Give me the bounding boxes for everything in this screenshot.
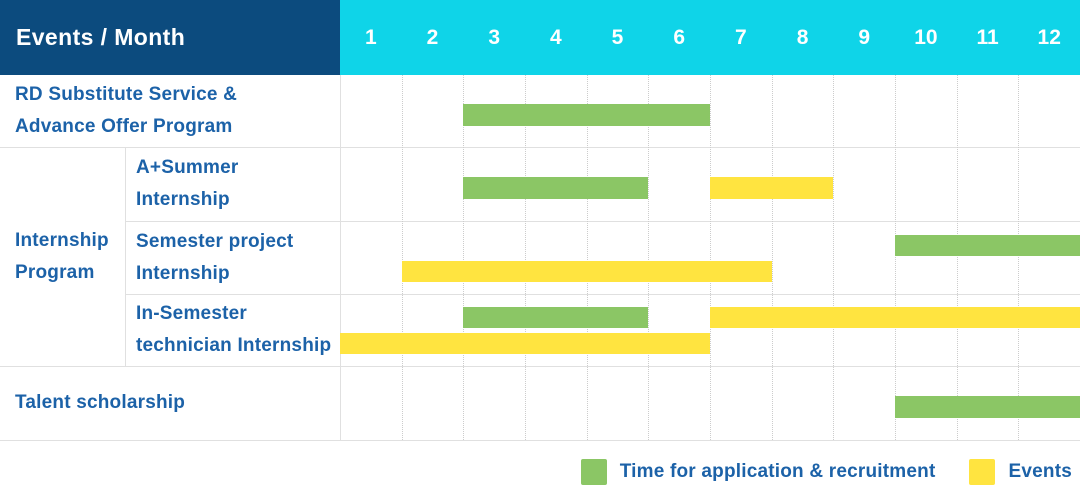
legend-item-application: Time for application & recruitment	[580, 459, 936, 485]
month-label-9: 9	[858, 25, 871, 49]
grid-month-divider	[956, 75, 958, 440]
legend-label-events: Events	[1008, 461, 1072, 482]
grid-month-divider	[833, 75, 835, 440]
grid-column-line	[340, 75, 341, 440]
legend-swatch-events	[969, 459, 996, 485]
legend: Time for application & recruitment Events	[0, 452, 1072, 492]
month-label-5: 5	[611, 25, 624, 49]
month-label-7: 7	[735, 25, 747, 49]
group-label-internship-program: Internship Program	[15, 229, 109, 283]
month-label-1: 1	[364, 25, 377, 49]
month-label-8: 8	[796, 25, 809, 49]
row-label-a-plus-summer: A+Summer Internship	[136, 157, 239, 210]
month-label-4: 4	[550, 25, 562, 49]
grid-month-divider	[463, 75, 465, 440]
grid-row-line	[0, 440, 1080, 441]
grid-month-divider	[586, 75, 588, 440]
legend-item-events: Events	[969, 459, 1072, 485]
grid-month-divider	[525, 75, 526, 440]
gantt-bar-events	[710, 177, 834, 199]
header-events-month: Events / Month	[0, 0, 340, 75]
month-label-6: 6	[673, 25, 686, 49]
month-label-10: 10	[914, 25, 938, 49]
grid-month-divider	[895, 75, 896, 440]
grid-row-line	[125, 221, 1080, 222]
grid-month-divider	[648, 75, 650, 440]
grid-month-divider	[1018, 75, 1020, 440]
gantt-bar-events	[401, 260, 772, 282]
month-label-11: 11	[976, 25, 999, 49]
gantt-bar-events	[340, 333, 710, 354]
month-header-row: 1 2 3 4 5 6 7 8 9 10 11 12	[340, 0, 1080, 75]
row-label-in-semester-technician: In-Semester technician Internship	[136, 303, 332, 356]
grid-row-line	[0, 366, 1080, 367]
gantt-bar-application	[895, 396, 1080, 418]
gantt-bar-application	[463, 177, 649, 199]
row-label-talent-scholarship: Talent scholarship	[15, 392, 186, 413]
legend-label-application: Time for application & recruitment	[619, 461, 936, 482]
gantt-bar-application	[463, 307, 649, 328]
grid-month-divider	[771, 75, 773, 440]
legend-swatch-application	[580, 459, 607, 485]
grid-column-line	[125, 147, 126, 366]
month-label-12: 12	[1037, 25, 1061, 49]
grid-row-line	[125, 294, 1080, 295]
grid-month-divider	[401, 75, 403, 440]
month-label-2: 2	[426, 25, 439, 49]
row-label-semester-project: Semester project Internship	[136, 230, 294, 284]
grid-month-divider	[710, 75, 711, 440]
gantt-bar-application	[463, 104, 710, 126]
row-label-rd-substitute: RD Substitute Service & Advance Offer Pr…	[15, 84, 238, 137]
grid-row-line	[0, 147, 1080, 148]
month-label-3: 3	[488, 25, 501, 49]
gantt-bar-application	[895, 234, 1080, 256]
gantt-bar-events	[710, 307, 1080, 328]
